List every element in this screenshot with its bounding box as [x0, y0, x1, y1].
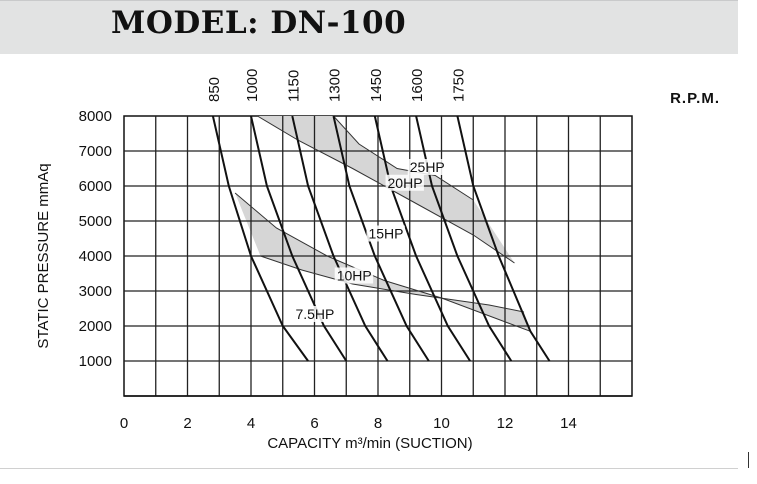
y-axis-label: STATIC PRESSURE mmAq: [35, 163, 52, 348]
x-tick-label: 0: [120, 415, 128, 432]
page-title: MODEL: DN-100: [111, 5, 407, 41]
rpm-label-1150: 1150: [285, 70, 302, 102]
x-tick-label: 4: [247, 415, 255, 432]
y-tick-label: 6000: [79, 178, 112, 195]
x-tick-label: 2: [183, 415, 191, 432]
y-tick-label: 5000: [79, 213, 112, 230]
rpm-curve-1150: [291, 116, 389, 362]
rpm-curve-1750: [456, 116, 551, 362]
x-tick-label: 12: [497, 415, 514, 432]
rpm-curve-1300: [332, 116, 430, 362]
y-tick-label: 4000: [79, 248, 112, 265]
footer-rule: [0, 468, 738, 469]
power-label-bg: [366, 225, 405, 242]
rpm-label-1000: 1000: [244, 69, 261, 102]
rpm-label-1600: 1600: [409, 69, 426, 102]
power-label-10hp: 10HP: [337, 268, 372, 284]
power-curve-20hp: [333, 116, 474, 201]
rpm-curve-1450: [373, 116, 471, 362]
side-mark: [748, 452, 749, 468]
power-label-bg: [334, 267, 374, 284]
power-label-bg: [293, 306, 341, 322]
power-label-bg: [407, 159, 447, 175]
power-label-7-5hp: 7.5HP: [295, 306, 334, 322]
x-tick-label: 14: [560, 415, 577, 432]
y-tick-label: 2000: [79, 318, 112, 335]
x-tick-label: 8: [374, 415, 382, 432]
power-label-25hp: 25HP: [410, 159, 445, 175]
power-label-bg: [385, 174, 424, 191]
rpm-label-1450: 1450: [368, 69, 385, 102]
rpm-label-850: 850: [206, 77, 223, 102]
rpm-curve-1000: [250, 116, 348, 362]
y-tick-label: 7000: [79, 143, 112, 160]
y-tick-label: 3000: [79, 283, 112, 300]
x-tick-label: 10: [433, 415, 450, 432]
power-label-15hp: 15HP: [368, 226, 403, 242]
header-band: [0, 0, 738, 54]
x-tick-label: 6: [310, 415, 318, 432]
rpm-label-1750: 1750: [450, 69, 467, 102]
x-axis-label: CAPACITY m³/min (SUCTION): [267, 435, 472, 452]
rpm-label-1300: 1300: [327, 69, 344, 102]
rpm-curve-850: [211, 116, 309, 362]
power-curve-25hp: [257, 116, 515, 264]
power-label-20hp: 20HP: [388, 175, 423, 191]
y-tick-label: 8000: [79, 108, 112, 125]
power-curve-10hp: [260, 255, 525, 313]
y-tick-label: 1000: [79, 353, 112, 370]
rpm-unit-label: R.P.M.: [670, 90, 720, 107]
